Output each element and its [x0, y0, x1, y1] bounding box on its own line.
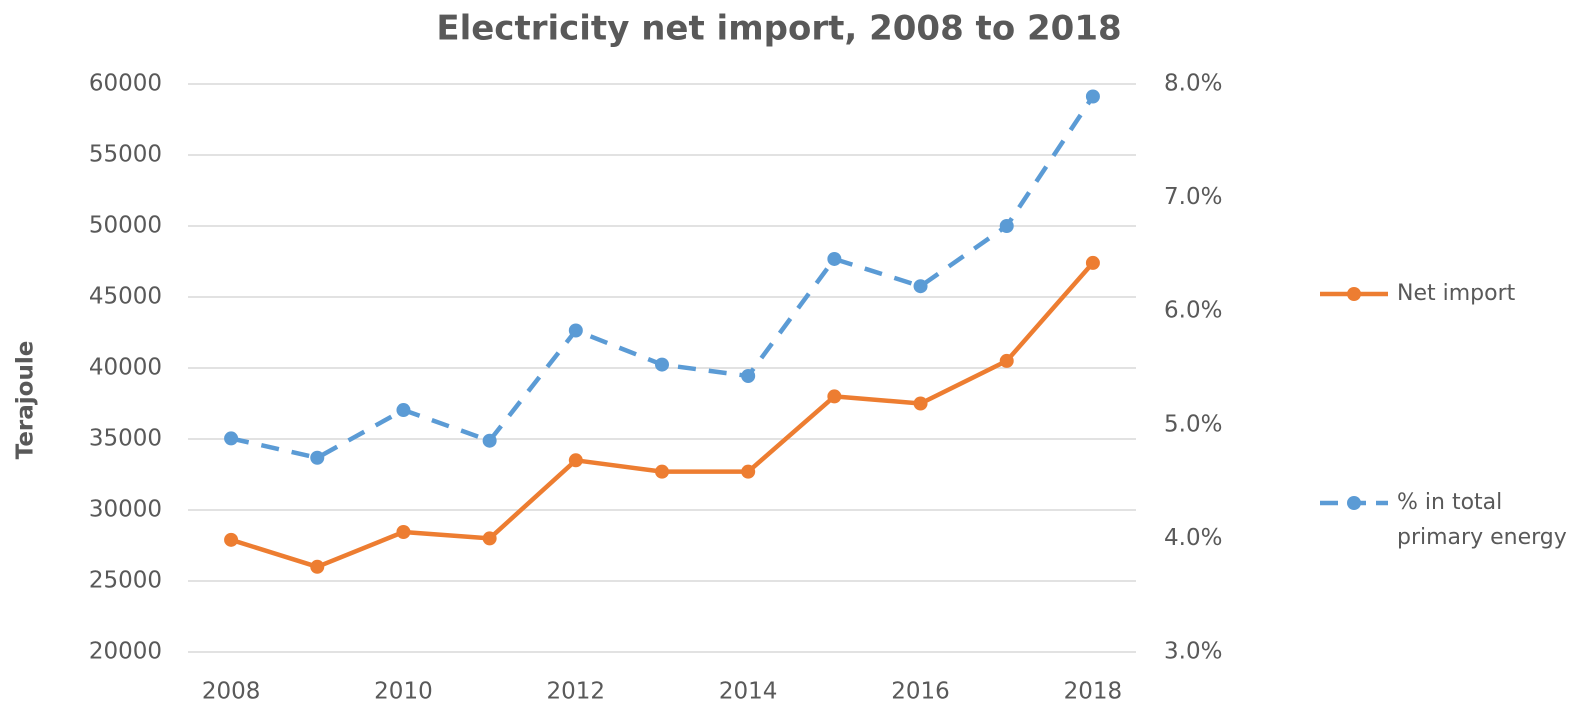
y-tick-label: 50000	[89, 213, 162, 239]
data-point	[568, 453, 583, 468]
x-tick-label: 2010	[374, 679, 433, 705]
y2-tick-label: 5.0%	[1164, 411, 1222, 437]
legend-label: Net import	[1397, 281, 1516, 306]
data-point	[827, 251, 842, 266]
series-line	[230, 261, 1095, 570]
data-point	[999, 353, 1014, 368]
y-axis-label: Terajoule	[13, 341, 39, 460]
x-tick-label: 2008	[202, 679, 261, 705]
legend-marker	[1347, 287, 1361, 301]
y-tick-label: 60000	[89, 71, 162, 97]
data-point	[396, 525, 411, 540]
x-tick-label: 2018	[1064, 679, 1123, 705]
data-point	[224, 431, 239, 446]
data-point	[655, 464, 669, 479]
data-point	[1085, 89, 1100, 104]
data-point	[224, 532, 239, 547]
y2-tick-label: 7.0%	[1164, 184, 1222, 210]
y-tick-label: 30000	[89, 497, 162, 523]
x-tick-label: 2016	[891, 679, 950, 705]
data-point	[913, 279, 928, 294]
data-point	[482, 531, 497, 546]
data-point	[482, 433, 497, 448]
data-point	[396, 403, 411, 418]
y-tick-label: 40000	[89, 355, 162, 381]
chart-title: Electricity net import, 2008 to 2018	[436, 9, 1121, 49]
data-point	[310, 450, 325, 465]
data-point	[913, 396, 928, 411]
legend-label: % in total primary energy	[1397, 490, 1567, 550]
y2-tick-label: 6.0%	[1164, 298, 1222, 324]
data-point	[655, 357, 669, 372]
y2-tick-label: 4.0%	[1164, 525, 1222, 551]
series-line	[230, 95, 1095, 460]
data-point	[999, 219, 1014, 233]
data-point	[310, 559, 325, 574]
x-tick-label: 2014	[719, 679, 778, 705]
x-tick-label: 2012	[547, 679, 606, 705]
data-point	[827, 389, 842, 404]
data-point	[741, 368, 756, 383]
y-tick-label: 35000	[89, 426, 162, 452]
legend-marker	[1347, 496, 1361, 510]
y-tick-label: 45000	[89, 284, 162, 310]
y-tick-label: 55000	[89, 142, 162, 168]
data-point	[1085, 255, 1100, 270]
y2-tick-label: 3.0%	[1164, 639, 1222, 665]
y-tick-label: 20000	[89, 639, 162, 665]
y2-tick-label: 8.0%	[1164, 71, 1222, 97]
y-tick-label: 25000	[89, 568, 162, 594]
data-point	[741, 464, 756, 479]
data-point	[568, 323, 583, 338]
